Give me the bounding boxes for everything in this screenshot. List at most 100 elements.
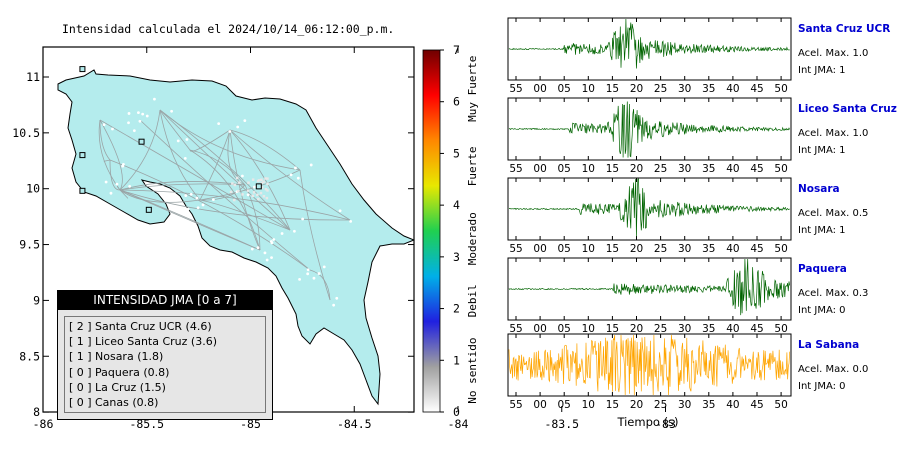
road	[119, 181, 246, 191]
urban-area	[266, 182, 269, 186]
town-dot	[301, 217, 305, 221]
waveform-tick-label: 50	[774, 399, 787, 411]
waveform-tick-label: 05	[558, 83, 571, 95]
town-dot	[141, 112, 145, 116]
road	[99, 119, 291, 231]
station-max-accel: Acel. Max. 1.0	[798, 48, 869, 59]
town-dot	[184, 194, 188, 197]
map-y-tick-label: 8	[33, 405, 40, 419]
town-dot	[138, 119, 142, 123]
station-jma-intensity: Int JMA: 1	[798, 65, 846, 76]
town-dot	[102, 123, 106, 127]
map-x-tick-label: -83	[655, 417, 676, 431]
town-dot	[322, 265, 326, 269]
map-y-tick-label: 11	[26, 70, 40, 84]
waveform-tick-label: 20	[630, 323, 643, 335]
legend-item-text: Liceo Santa Cruz (3.6)	[95, 335, 217, 349]
town-dot	[265, 258, 269, 262]
waveform-tick-label: 45	[750, 163, 763, 175]
urban-area	[251, 178, 255, 181]
waveform-tick-label: 55	[509, 163, 522, 175]
road	[229, 129, 291, 231]
road-network	[98, 109, 351, 301]
colorbar-tick-label: 7	[453, 43, 460, 57]
waveform-tick-label: 10	[582, 323, 595, 335]
map-x-tick-label: -85	[240, 417, 261, 431]
waveform-tick-label: 05	[558, 163, 571, 175]
road	[159, 109, 301, 171]
town-dot	[176, 139, 180, 143]
waveform-tick-label: 20	[630, 399, 643, 411]
legend-list: [ 2 ] Santa Cruz UCR (4.6)[ 1 ] Liceo Sant…	[64, 316, 266, 414]
waveform-tick-label: 25	[654, 399, 667, 411]
urban-area	[260, 186, 264, 189]
urban-area	[262, 194, 266, 198]
legend-item-level: [ 0 ]	[69, 380, 92, 394]
town-dot	[296, 176, 300, 180]
station-max-accel: Acel. Max. 0.5	[798, 208, 869, 219]
map-y-tick-label: 10.5	[12, 126, 40, 140]
urban-area	[252, 191, 256, 194]
waveform-tick-label: 40	[726, 243, 739, 255]
town-dot	[228, 130, 232, 133]
urban-area	[260, 178, 263, 182]
legend-item-text: Nosara (1.8)	[95, 350, 164, 364]
legend-item: [ 0 ] Canas (0.8)	[69, 395, 261, 410]
road	[119, 189, 201, 203]
waveform-tick-label: 10	[582, 243, 595, 255]
urban-area	[233, 198, 236, 202]
town-dot	[104, 180, 108, 184]
road	[119, 189, 351, 221]
town-dot	[272, 238, 276, 241]
legend-item: [ 2 ] Santa Cruz UCR (4.6)	[69, 319, 261, 334]
waveform-tick-label: 00	[533, 323, 546, 335]
road	[119, 109, 161, 191]
road	[199, 184, 246, 201]
waveform-xlabel: Tiempo (s)	[616, 415, 678, 429]
legend-item-level: [ 2 ]	[69, 320, 92, 333]
colorbar-tick-label: 6	[453, 95, 460, 109]
map-y-tick-label: 8.5	[19, 349, 40, 363]
urban-area	[258, 179, 261, 182]
town-dot	[280, 232, 284, 235]
waveform-tick-label: 15	[606, 323, 619, 335]
town-dot	[309, 163, 313, 167]
road	[189, 149, 246, 186]
waveform-trace	[508, 258, 791, 316]
road	[189, 149, 261, 251]
town-dot	[170, 109, 174, 113]
town-dot	[127, 112, 131, 115]
legend-item-text: Paquera (0.8)	[95, 365, 170, 379]
colorbar-tick-label: 1	[453, 353, 460, 367]
road	[98, 119, 121, 191]
urban-area	[262, 180, 265, 184]
legend-item: [ 1 ] Liceo Santa Cruz (3.6)	[69, 334, 261, 349]
waveform-tick-label: 55	[509, 83, 522, 95]
town-dot	[335, 296, 339, 300]
station-name: La Sabana	[798, 339, 860, 351]
waveform-tick-label: 35	[702, 243, 715, 255]
urban-area	[238, 181, 241, 184]
town-dot	[312, 276, 316, 280]
town-dot	[294, 166, 297, 170]
road	[109, 159, 121, 191]
waveform-tick-label: 35	[702, 323, 715, 335]
town-dot	[115, 182, 119, 186]
town-dot	[289, 173, 293, 177]
waveform-tick-label: 05	[558, 399, 571, 411]
town-dot	[185, 138, 189, 141]
road	[299, 169, 331, 301]
town-dot	[132, 129, 136, 133]
town-dot	[137, 111, 140, 115]
waveform-tick-label: 40	[726, 399, 739, 411]
colorbar-tick-label: 0	[453, 405, 460, 419]
waveform-tick-label: 40	[726, 323, 739, 335]
map-station-markers	[79, 66, 262, 213]
waveform-tick-label: 00	[533, 399, 546, 411]
waveform-tick-label: 40	[726, 163, 739, 175]
waveform-tick-label: 15	[606, 163, 619, 175]
colorbar-tick-label: 5	[453, 146, 460, 160]
waveform-tick-label: 30	[678, 163, 691, 175]
waveform-trace	[508, 178, 790, 237]
